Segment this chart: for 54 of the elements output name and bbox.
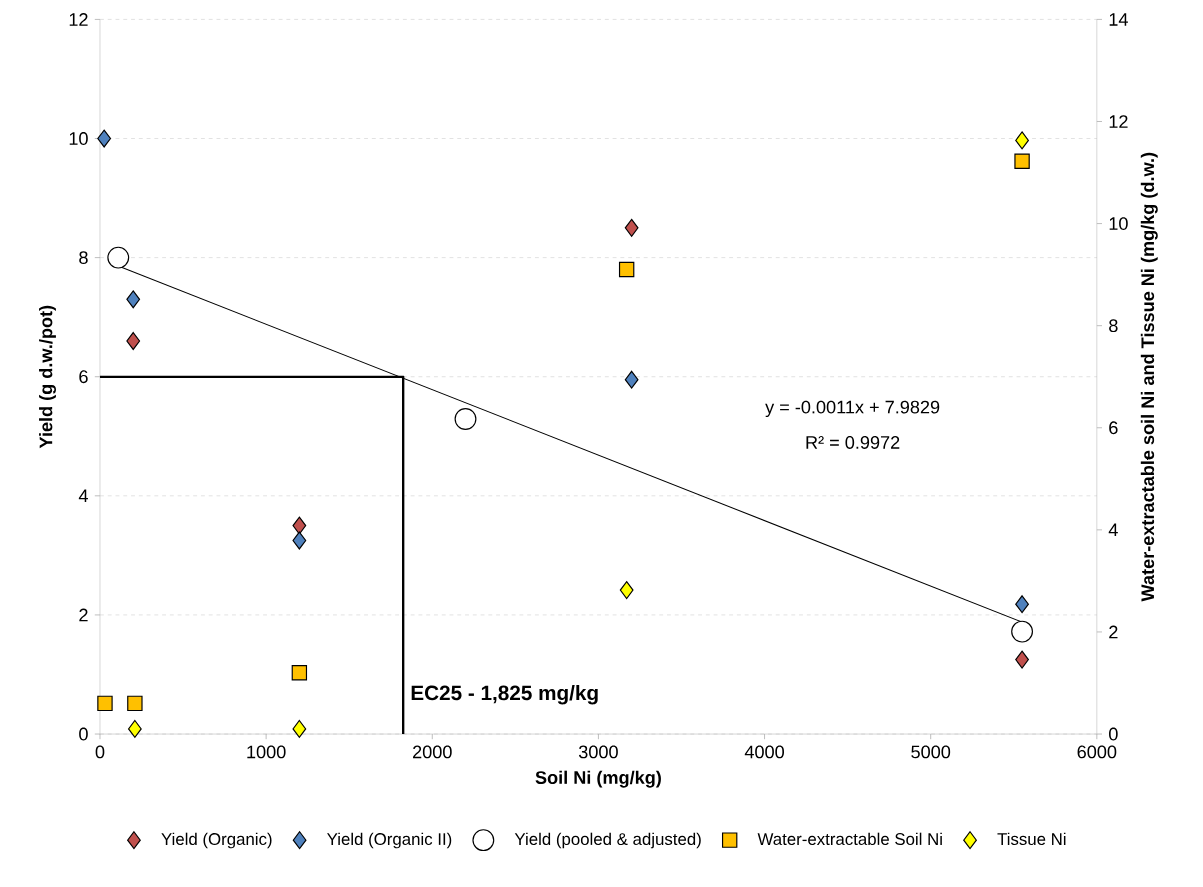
x-tick-label: 4000 [744,745,784,759]
legend-label: Tissue Ni [997,832,1066,846]
point [126,290,141,309]
y2-tick-label: 0 [1109,727,1118,741]
point [1015,131,1029,150]
point [624,370,639,389]
x-tick-label: 5000 [911,745,951,759]
y2-tick-label: 2 [1109,625,1118,639]
y-tick-label: 12 [69,13,88,26]
y2-tick-label: 4 [1108,523,1118,537]
x-tick-label: 2000 [413,745,452,759]
y-tick-label: 4 [78,489,88,503]
point [1015,595,1029,614]
legend-label: Yield (pooled & adjusted) [514,832,701,849]
point [291,665,308,681]
point [454,408,477,431]
point [618,261,635,278]
annotation: y = -0.0011x + 7.9829 [765,400,940,418]
y-tick-label: 6 [79,370,88,384]
y2-tick-label: 8 [1109,319,1118,333]
y-tick-label: 8 [79,251,88,265]
point [292,531,307,550]
legend-label: Yield (Organic II) [327,832,452,849]
annotation: EC25 - 1,825 mg/kg [411,685,598,705]
x-tick-label: 6000 [1077,745,1117,759]
point [624,218,639,237]
y-axis-title: Yield (g d.w./pot) [39,305,57,449]
point [292,720,307,739]
point [107,246,130,269]
point [127,720,142,739]
x-axis-title: Soil Ni (mg/kg) [535,770,661,788]
y2-tick-label: 12 [1109,115,1128,128]
point [1011,620,1034,643]
x-tick-label: 1000 [247,745,286,759]
point [126,332,141,351]
legend-label: Water-extractable Soil Ni [757,832,942,846]
point [97,129,112,148]
point [1014,153,1030,170]
x-tick-label: 0 [95,745,105,759]
y2-tick-label: 6 [1109,421,1118,435]
point [292,516,307,535]
point [619,581,634,600]
y2-tick-label: 14 [1109,13,1128,26]
point [1015,650,1029,669]
y2-axis-title: Water-extractable soil Ni and Tissue Ni (mg/kg (d.w.) [1140,152,1158,602]
point [127,695,143,712]
legend-label: Yield (Organic) [161,832,272,849]
y-tick-label: 2 [79,608,88,622]
point [97,695,113,712]
y-tick-label: 0 [79,727,88,741]
x-tick-label: 3000 [578,745,618,759]
annotation: R² = 0.9972 [806,436,900,449]
y-tick-label: 10 [69,132,88,146]
y2-tick-label: 10 [1109,217,1128,231]
